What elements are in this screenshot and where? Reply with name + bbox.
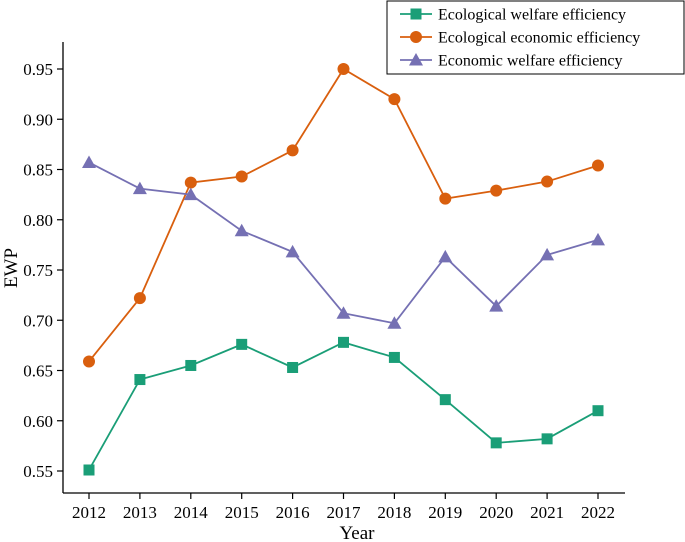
series-1 <box>83 336 604 476</box>
data-point <box>132 181 147 195</box>
legend-label: Ecological economic efficiency <box>438 30 640 47</box>
data-point <box>489 299 504 312</box>
y-tick-label: 0.90 <box>23 110 53 129</box>
data-point <box>337 63 350 75</box>
data-point <box>592 159 604 172</box>
legend: Ecological welfare efficiency Ecological … <box>386 0 685 75</box>
legend-label: Ecological welfare efficiency <box>438 7 626 24</box>
y-ticks: 0.55 0.60 0.65 0.70 0.75 0.80 0.85 0.90 0.95 <box>23 60 63 481</box>
y-tick-label: 0.75 <box>23 261 53 280</box>
data-point <box>490 437 502 449</box>
series-3 <box>82 155 605 329</box>
data-point <box>439 394 451 406</box>
data-point <box>591 232 605 246</box>
x-tick-label: 2022 <box>581 503 615 522</box>
series-line <box>88 341 599 471</box>
x-tick-label: 2013 <box>123 503 157 522</box>
axes <box>62 42 625 494</box>
data-point <box>183 187 198 201</box>
legend-item: Economic welfare efficiency <box>400 53 623 70</box>
x-ticks: 2012 2013 2014 2015 2016 2017 2018 2019 2020 2021… <box>72 493 615 522</box>
data-point <box>592 405 604 417</box>
y-tick-label: 0.55 <box>23 462 53 481</box>
data-point <box>83 464 95 476</box>
legend-marker <box>410 31 422 43</box>
y-tick-label: 0.80 <box>23 211 53 230</box>
data-point <box>338 336 349 348</box>
data-point <box>82 155 96 168</box>
data-point <box>541 175 554 188</box>
legend-marker <box>410 8 422 20</box>
data-point <box>388 93 401 106</box>
data-point <box>387 316 402 329</box>
legend-item: Ecological welfare efficiency <box>400 7 626 24</box>
data-point <box>133 292 146 305</box>
data-point <box>83 355 95 368</box>
data-point <box>185 359 197 371</box>
x-tick-label: 2012 <box>72 503 106 522</box>
y-tick-label: 0.70 <box>23 311 53 330</box>
x-tick-label: 2018 <box>377 503 411 522</box>
data-point <box>541 433 553 445</box>
series-2 <box>83 63 604 368</box>
data-point <box>490 184 503 197</box>
legend-item: Ecological economic efficiency <box>400 30 640 47</box>
data-point <box>336 306 351 319</box>
y-tick-label: 0.85 <box>23 161 53 180</box>
data-point <box>439 192 452 205</box>
data-point <box>285 244 300 258</box>
data-point <box>438 249 453 263</box>
y-axis-title: EWP <box>1 248 22 288</box>
plot-area <box>82 63 605 476</box>
data-point <box>286 144 299 157</box>
data-point <box>134 374 146 386</box>
y-tick-label: 0.95 <box>23 60 53 79</box>
data-point <box>235 170 248 183</box>
y-tick-label: 0.65 <box>23 362 53 381</box>
x-axis-title: Year <box>339 523 375 542</box>
data-point <box>388 351 400 363</box>
x-tick-label: 2019 <box>428 503 462 522</box>
data-point <box>287 361 299 373</box>
data-point <box>184 176 197 189</box>
legend-marker <box>409 53 423 66</box>
x-tick-label: 2015 <box>225 503 259 522</box>
data-point <box>236 338 248 350</box>
x-tick-label: 2016 <box>276 503 310 522</box>
data-point <box>540 247 555 261</box>
x-tick-label: 2020 <box>479 503 513 522</box>
legend-box <box>386 0 685 75</box>
y-tick-label: 0.60 <box>23 412 53 431</box>
x-tick-label: 2017 <box>327 503 362 522</box>
x-tick-label: 2021 <box>530 503 564 522</box>
legend-label: Economic welfare efficiency <box>438 53 623 70</box>
x-tick-label: 2014 <box>174 503 209 522</box>
data-point <box>234 223 249 237</box>
